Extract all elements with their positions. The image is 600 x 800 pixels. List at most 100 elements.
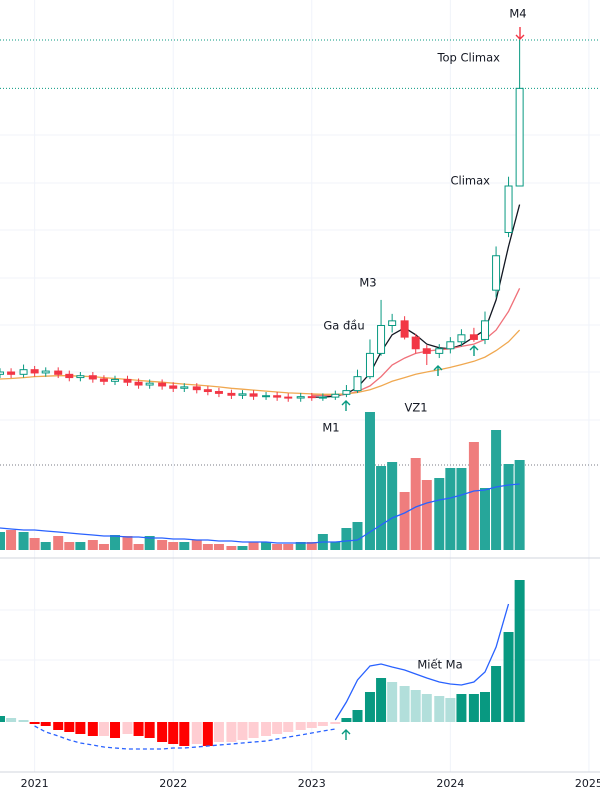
series-line [334, 603, 510, 721]
volume-bar [306, 542, 317, 550]
histogram-bar [295, 722, 306, 730]
volume-bar [295, 542, 306, 550]
volume-bar [341, 528, 352, 550]
arrows [341, 27, 525, 740]
histogram-bar [0, 716, 5, 722]
candle-body [7, 371, 16, 375]
histogram-bar [352, 710, 363, 722]
histogram-bar [122, 722, 133, 734]
volume-bar [226, 546, 237, 550]
volume-bar [330, 542, 341, 550]
histogram-bar [87, 722, 98, 736]
candle-body [365, 352, 374, 378]
volume-bar [144, 536, 155, 550]
annotation: Miết Ma [417, 658, 462, 672]
candle-body [331, 393, 340, 398]
histogram-bar [479, 692, 490, 722]
histogram-bar [202, 722, 213, 746]
candle-body [238, 393, 247, 396]
volume-bar [479, 488, 490, 550]
candle-body [180, 386, 189, 389]
annotation: M4 [509, 7, 526, 21]
histogram-bar [364, 692, 375, 722]
candle-body [492, 255, 501, 291]
volume-bar [6, 530, 17, 550]
histogram-bar [514, 580, 525, 722]
volume-bar [213, 544, 224, 550]
volume-bar [248, 542, 259, 550]
series-line [0, 329, 521, 395]
candle-body [457, 334, 466, 343]
candle-body [54, 370, 63, 375]
annotation: Ga đầu [323, 319, 364, 333]
annotation: Climax [451, 174, 491, 188]
candle-body [41, 370, 50, 374]
candle-body [76, 375, 85, 379]
annotation: VZ1 [404, 401, 427, 415]
histogram-bar [18, 720, 29, 722]
volume-bar [157, 540, 168, 550]
volume-bar [261, 542, 272, 550]
volume-bar [179, 542, 190, 550]
candle-body [88, 375, 97, 380]
candle-body [411, 336, 420, 350]
histogram-bar [75, 722, 86, 734]
volume-bar [53, 536, 64, 550]
histogram-bar [213, 722, 224, 742]
candle-body [214, 391, 223, 394]
volume-bar [29, 538, 40, 550]
candle-body [480, 320, 489, 340]
annotation: M1 [322, 421, 339, 435]
candle-body [192, 386, 201, 391]
candle-body [435, 348, 444, 354]
volume-bar [202, 544, 213, 550]
histogram-bar [168, 722, 179, 744]
histogram-bar [421, 694, 432, 722]
histogram-bar [191, 722, 202, 744]
volume-bar [468, 442, 479, 550]
x-tick-label: 2025 [575, 777, 600, 790]
volume-bar [168, 542, 179, 550]
histogram-bar [468, 694, 479, 722]
volume-bar [387, 462, 398, 550]
histogram-bar [6, 718, 17, 722]
histogram-bar [144, 722, 155, 738]
candle-body [0, 371, 4, 375]
volume-bar [98, 544, 109, 550]
histogram-bar [226, 722, 237, 742]
volume-bar [456, 468, 467, 550]
up-arrow [341, 400, 351, 411]
volume-bar [64, 542, 75, 550]
x-tick-label: 2024 [436, 777, 464, 790]
volume-bar [75, 542, 86, 550]
annotation: M3 [359, 276, 376, 290]
histogram-bar [456, 694, 467, 722]
histogram-bar [261, 722, 272, 736]
histogram-bar [434, 696, 445, 722]
candle-body [342, 390, 351, 395]
volume-bar [18, 532, 29, 550]
histogram-bar [341, 718, 352, 722]
histogram-bar [248, 722, 259, 738]
candle-body [30, 369, 39, 374]
histogram-bar [157, 722, 168, 742]
histogram-bar [503, 632, 514, 722]
histogram-bar [445, 698, 456, 722]
volume-bar [491, 430, 502, 550]
volume-bar [40, 542, 51, 550]
candle-body [203, 389, 212, 393]
candle-body [446, 341, 455, 350]
histogram-bar [399, 686, 410, 722]
histogram-bar [491, 666, 502, 722]
volume-bar [87, 540, 98, 550]
candle-body [227, 392, 236, 396]
histogram-bar [306, 722, 317, 728]
volume-bar [283, 544, 294, 550]
candle-body [422, 348, 431, 354]
histogram-bar [387, 682, 398, 722]
volume-bar [399, 492, 410, 550]
x-tick-label: 2023 [298, 777, 326, 790]
candle-body [19, 369, 28, 375]
up-arrow [433, 365, 443, 376]
volume-bar [421, 480, 432, 550]
